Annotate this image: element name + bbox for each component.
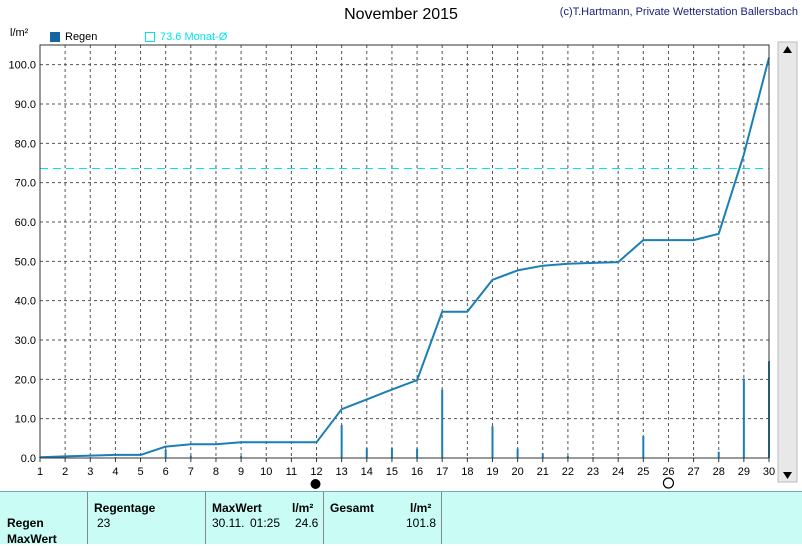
summary-panel: Regen MaxWert Regentage 23 MaxWert l/m² … bbox=[0, 491, 802, 546]
row-label-max: MaxWert bbox=[7, 532, 57, 546]
chart-scrollbar bbox=[777, 41, 798, 483]
rain-chart: 1 2 3 4 5 6 7 8 9 10 11 12 13 14 15 16 17 18 19 20 21 22 23 24 2… bbox=[8, 41, 798, 489]
legend-label-monthly: 73.6 Monat-Ø bbox=[160, 31, 228, 43]
x-tick-label: 23 bbox=[587, 466, 599, 478]
daily-rain-bars bbox=[39, 361, 770, 458]
x-tick-label: 13 bbox=[336, 466, 348, 478]
maxwert-header: MaxWert bbox=[212, 501, 262, 515]
legend-item-rain: Regen bbox=[50, 31, 97, 43]
y-axis-ticks: 0.0 10.0 20.0 30.0 40.0 50.0 60.0 70.0 80.0 90.0 1… bbox=[8, 60, 36, 465]
gesamt-value: 101.8 bbox=[406, 516, 437, 530]
x-tick-label: 6 bbox=[163, 466, 169, 478]
scrollbar-track bbox=[777, 41, 798, 483]
y-tick-label: 30.0 bbox=[15, 335, 36, 347]
y-tick-label: 80.0 bbox=[15, 138, 36, 150]
x-tick-label: 17 bbox=[436, 466, 448, 478]
new-moon-icon bbox=[310, 479, 321, 489]
daily-rain-bar bbox=[642, 435, 645, 458]
x-tick-label: 24 bbox=[612, 466, 624, 478]
x-axis-ticks: 1 2 3 4 5 6 7 8 9 10 11 12 13 14 15 16 17 18 19 20 21 22 23 24 2… bbox=[37, 458, 775, 478]
x-tick-label: 21 bbox=[537, 466, 549, 478]
x-tick-label: 29 bbox=[738, 466, 750, 478]
x-tick-label: 26 bbox=[662, 466, 674, 478]
daily-rain-bar bbox=[742, 378, 745, 458]
chart-axes bbox=[39, 44, 770, 459]
legend-swatch-monthly bbox=[145, 32, 155, 42]
cumulative-rain-line bbox=[39, 57, 770, 459]
x-tick-label: 25 bbox=[637, 466, 649, 478]
y-tick-label: 100.0 bbox=[8, 60, 36, 72]
daily-rain-bar bbox=[516, 448, 519, 458]
y-tick-label: 70.0 bbox=[15, 178, 36, 190]
x-tick-label: 22 bbox=[562, 466, 574, 478]
maxwert-time: 01:25 bbox=[250, 516, 281, 530]
daily-rain-bar bbox=[164, 449, 167, 458]
y-tick-label: 20.0 bbox=[15, 374, 36, 386]
x-tick-label: 11 bbox=[286, 466, 297, 478]
x-tick-label: 1 bbox=[37, 466, 43, 478]
gesamt-header: Gesamt bbox=[330, 501, 375, 515]
daily-rain-bar bbox=[365, 448, 368, 458]
daily-rain-bar bbox=[416, 448, 419, 458]
x-tick-label: 4 bbox=[112, 466, 118, 478]
daily-rain-bar bbox=[491, 426, 494, 458]
x-tick-label: 5 bbox=[137, 466, 143, 478]
chart-grid bbox=[40, 45, 769, 458]
y-tick-label: 60.0 bbox=[15, 217, 36, 229]
regentage-header: Regentage bbox=[94, 501, 156, 515]
maxwert-value: 24.6 bbox=[295, 516, 319, 530]
daily-rain-bar bbox=[390, 448, 393, 458]
x-tick-label: 27 bbox=[687, 466, 699, 478]
x-tick-label: 30 bbox=[763, 466, 775, 478]
x-tick-label: 8 bbox=[213, 466, 219, 478]
x-tick-label: 16 bbox=[411, 466, 423, 478]
y-tick-label: 50.0 bbox=[15, 256, 36, 268]
x-tick-label: 14 bbox=[361, 466, 373, 478]
x-tick-label: 15 bbox=[386, 466, 398, 478]
x-tick-label: 7 bbox=[188, 466, 194, 478]
x-tick-label: 10 bbox=[260, 466, 272, 478]
y-tick-label: 90.0 bbox=[15, 99, 36, 111]
y-tick-label: 0.0 bbox=[21, 453, 36, 465]
gesamt-unit: l/m² bbox=[410, 501, 432, 515]
cumulative-rain-line bbox=[39, 57, 770, 459]
maxwert-unit: l/m² bbox=[292, 501, 314, 515]
daily-rain-bar bbox=[189, 455, 192, 458]
column-separator bbox=[205, 492, 206, 544]
x-tick-label: 19 bbox=[486, 466, 498, 478]
column-separator bbox=[441, 492, 442, 544]
column-separator bbox=[87, 492, 88, 544]
scroll-up-icon[interactable] bbox=[783, 46, 792, 53]
regentage-value: 23 bbox=[97, 516, 111, 530]
full-moon-icon bbox=[662, 477, 675, 489]
x-tick-label: 28 bbox=[713, 466, 725, 478]
x-tick-label: 9 bbox=[238, 466, 244, 478]
daily-rain-bar bbox=[717, 451, 720, 458]
daily-rain-bar bbox=[541, 453, 544, 458]
moon-phase-markers bbox=[310, 477, 675, 489]
x-tick-label: 2 bbox=[62, 466, 68, 478]
scroll-down-icon[interactable] bbox=[783, 472, 792, 479]
legend-item-monthly: 73.6 Monat-Ø bbox=[145, 31, 227, 43]
daily-rain-bar bbox=[441, 389, 444, 458]
chart-title: November 2015 bbox=[344, 6, 458, 23]
legend-swatch-rain bbox=[50, 32, 60, 42]
x-tick-label: 3 bbox=[87, 466, 93, 478]
column-separator bbox=[323, 492, 324, 544]
maxwert-date: 30.11. bbox=[212, 516, 245, 530]
copyright-text: (c)T.Hartmann, Private Wetterstation Bal… bbox=[559, 6, 798, 18]
daily-rain-bar bbox=[340, 424, 343, 458]
y-axis-unit: l/m² bbox=[10, 27, 29, 39]
y-tick-label: 10.0 bbox=[15, 414, 36, 426]
row-label-rain: Regen bbox=[7, 516, 44, 530]
x-tick-label: 18 bbox=[461, 466, 473, 478]
daily-rain-bar bbox=[240, 456, 243, 458]
daily-rain-bar bbox=[566, 456, 569, 458]
plot-frame bbox=[39, 44, 770, 459]
y-tick-label: 40.0 bbox=[15, 296, 36, 308]
x-tick-label: 20 bbox=[511, 466, 523, 478]
legend-label-rain: Regen bbox=[65, 31, 98, 43]
x-tick-label: 12 bbox=[310, 466, 322, 478]
